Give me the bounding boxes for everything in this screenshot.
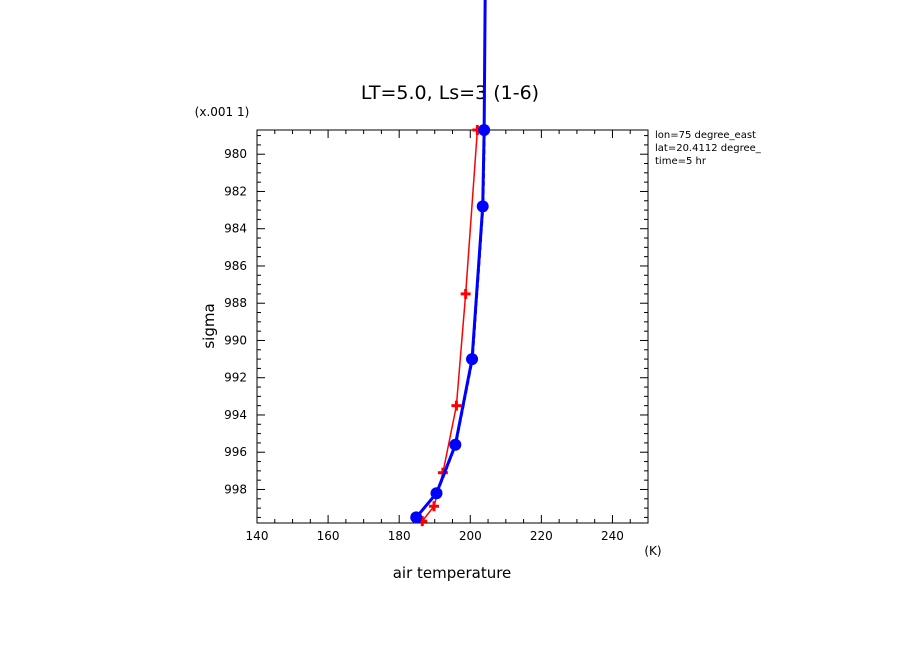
- y-tick-label: 992: [224, 371, 247, 385]
- info-time: time=5 hr: [655, 156, 707, 167]
- data-point: [460, 288, 471, 299]
- plot-layer: 140 160 180 200 220 240 980 982 984 986 988 990 992 9…: [224, 0, 649, 543]
- data-point: [476, 200, 489, 213]
- data-point: [449, 438, 462, 451]
- y-tick-label: 990: [224, 333, 247, 347]
- y-tick-label: 994: [224, 408, 247, 422]
- y-tick-label: 980: [224, 147, 247, 161]
- plot-frame: [256, 129, 649, 524]
- y-axis-multiplier: (x.001 1): [195, 105, 250, 119]
- data-point: [410, 511, 423, 524]
- x-tick-label: 180: [388, 529, 411, 543]
- data-point: [430, 487, 443, 500]
- x-tick-label: 160: [317, 529, 340, 543]
- series-line: [421, 129, 479, 522]
- data-point: [429, 501, 440, 512]
- y-tick-label: 982: [224, 184, 247, 198]
- series-line-extension: [482, 0, 487, 131]
- y-axis-label: sigma: [200, 303, 218, 348]
- x-tick-label: 140: [246, 529, 269, 543]
- x-tick-label: 240: [601, 529, 624, 543]
- x-axis-label: air temperature: [393, 564, 512, 582]
- data-point: [451, 400, 462, 411]
- y-tick-label: 988: [224, 296, 247, 310]
- y-tick-label: 998: [224, 482, 247, 496]
- x-tick-label: 220: [530, 529, 553, 543]
- x-tick-label: 200: [459, 529, 482, 543]
- info-lat: lat=20.4112 degree_: [655, 143, 762, 154]
- y-tick-label: 984: [224, 222, 247, 236]
- chart-title: LT=5.0, Ls=3 (1-6): [361, 82, 539, 104]
- y-tick-label: 986: [224, 259, 247, 273]
- x-axis-unit: (K): [644, 544, 661, 558]
- info-lon: lon=75 degree_east: [655, 130, 756, 141]
- data-point: [466, 353, 479, 366]
- y-tick-label: 996: [224, 445, 247, 459]
